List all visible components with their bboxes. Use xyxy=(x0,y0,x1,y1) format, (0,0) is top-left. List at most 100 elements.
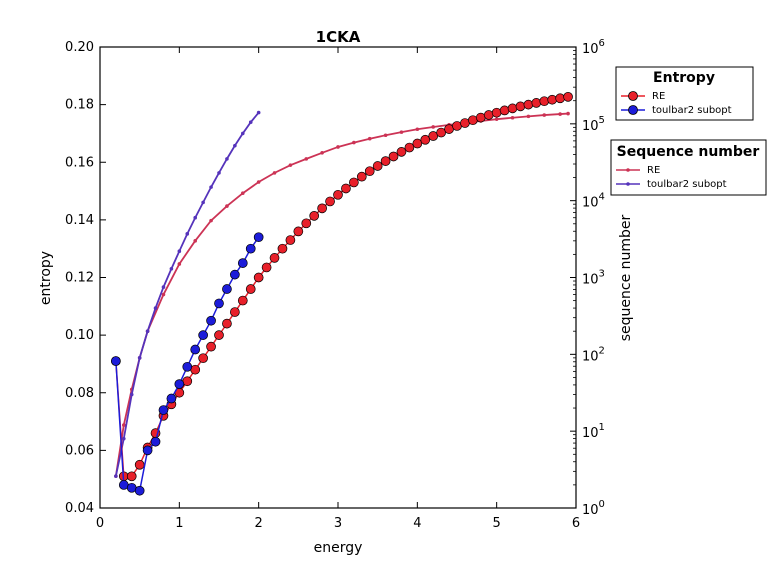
x-tick-label: 0 xyxy=(96,516,104,531)
entropy-point xyxy=(150,436,161,447)
entropy-point xyxy=(349,177,359,188)
legend-sequence-title: Sequence number xyxy=(617,144,760,160)
entropy-point xyxy=(309,210,320,221)
entropy-point xyxy=(563,91,573,102)
sequence-point xyxy=(129,392,134,397)
sequence-point xyxy=(248,120,253,125)
entropy-point xyxy=(499,105,510,116)
sequence-series-line-0 xyxy=(114,112,569,477)
sequence-point xyxy=(304,157,309,161)
entropy-point xyxy=(206,341,216,352)
legend-sequence: Sequence number RE toulbar2 subopt xyxy=(610,139,767,196)
y-right-tick-exp: 6 xyxy=(599,38,605,49)
entropy-point xyxy=(388,151,399,162)
sequence-point xyxy=(241,131,245,136)
sequence-point xyxy=(526,114,531,119)
sequence-point xyxy=(510,115,515,120)
sequence-point xyxy=(566,111,570,116)
y-right-tick-base: 10 xyxy=(582,273,599,288)
sequence-point xyxy=(122,423,126,427)
legend-sequence-toulbar-marker xyxy=(626,182,630,186)
y-left-tick-label: 0.20 xyxy=(65,40,94,55)
entropy-point xyxy=(293,226,304,237)
sequence-point xyxy=(145,329,150,334)
entropy-point xyxy=(111,356,121,366)
sequence-point xyxy=(288,163,293,167)
entropy-point xyxy=(253,232,264,243)
entropy-point xyxy=(491,107,502,118)
sequence-point xyxy=(209,218,213,223)
y-left-tick-label: 0.06 xyxy=(65,443,94,458)
y-right-tick-base: 10 xyxy=(582,349,599,364)
y-left-tick-label: 0.12 xyxy=(65,271,94,286)
sequence-point xyxy=(193,239,197,243)
sequence-point xyxy=(494,117,499,121)
sequence-point xyxy=(193,215,197,220)
sequence-series-group xyxy=(114,110,570,478)
entropy-point xyxy=(428,131,439,141)
sequence-point xyxy=(169,266,174,271)
legend-entropy-toulbar-marker xyxy=(628,105,638,115)
entropy-point xyxy=(547,94,558,105)
entropy-point xyxy=(206,315,216,326)
entropy-point xyxy=(134,485,145,496)
entropy-series-group xyxy=(111,91,573,496)
sequence-point xyxy=(185,232,190,236)
sequence-point xyxy=(336,145,340,149)
legend-entropy-re-label: RE xyxy=(652,91,665,102)
y-right-tick-label: 105 xyxy=(582,115,605,134)
sequence-point xyxy=(241,191,245,196)
x-tick-label: 6 xyxy=(572,516,580,531)
entropy-point xyxy=(317,203,327,214)
sequence-point xyxy=(217,171,221,175)
legend-entropy-frame xyxy=(615,66,754,121)
y-axis-right-label: sequence number xyxy=(618,214,634,341)
sequence-point xyxy=(399,130,404,134)
entropy-point xyxy=(214,330,224,340)
legend-sequence-toulbar-label: toulbar2 subopt xyxy=(647,179,727,190)
y-left-tick-label: 0.14 xyxy=(65,213,94,228)
x-axis: 0 1 2 3 4 5 6 xyxy=(96,47,580,531)
y-right-tick-label: 101 xyxy=(582,422,605,441)
y-axis-left-label: entropy xyxy=(38,251,54,305)
legend-sequence-re-label: RE xyxy=(647,165,660,176)
x-tick-label: 5 xyxy=(493,516,501,531)
y-right-tick-label: 100 xyxy=(582,499,605,518)
y-right-tick-label: 103 xyxy=(582,269,605,288)
sequence-point xyxy=(225,204,229,208)
entropy-point xyxy=(285,235,296,245)
sequence-point xyxy=(161,292,166,297)
legend-sequence-frame xyxy=(610,139,767,196)
y-right-tick-base: 10 xyxy=(582,196,599,211)
sequence-point xyxy=(272,171,277,175)
y-left-tick-label: 0.08 xyxy=(65,386,94,401)
entropy-point xyxy=(396,147,407,157)
sequence-point xyxy=(122,436,126,441)
y-left-tick-label: 0.18 xyxy=(65,98,94,113)
legend-sequence-re-marker xyxy=(626,168,630,172)
sequence-point xyxy=(225,157,229,161)
entropy-point xyxy=(372,161,383,171)
entropy-point xyxy=(261,262,272,273)
entropy-point xyxy=(230,307,240,317)
entropy-point xyxy=(507,103,518,114)
y-right-tick-label: 104 xyxy=(582,192,605,211)
entropy-point xyxy=(523,99,534,110)
sequence-point xyxy=(352,140,356,145)
entropy-point xyxy=(412,138,423,149)
y-right-tick-exp: 2 xyxy=(599,345,605,356)
entropy-point xyxy=(237,295,248,306)
entropy-point xyxy=(142,445,153,456)
entropy-point xyxy=(253,272,264,283)
y-left-tick-label: 0.16 xyxy=(65,155,94,170)
chart-title: 1CKA xyxy=(316,28,361,46)
legend-entropy-re-marker xyxy=(628,91,638,101)
entropy-point xyxy=(483,110,494,120)
entropy-point xyxy=(198,353,208,364)
entropy-point xyxy=(245,284,256,294)
entropy-point xyxy=(555,93,565,104)
sequence-point xyxy=(153,306,158,310)
entropy-point xyxy=(325,196,335,207)
sequence-point xyxy=(431,125,436,129)
entropy-point xyxy=(237,258,248,268)
